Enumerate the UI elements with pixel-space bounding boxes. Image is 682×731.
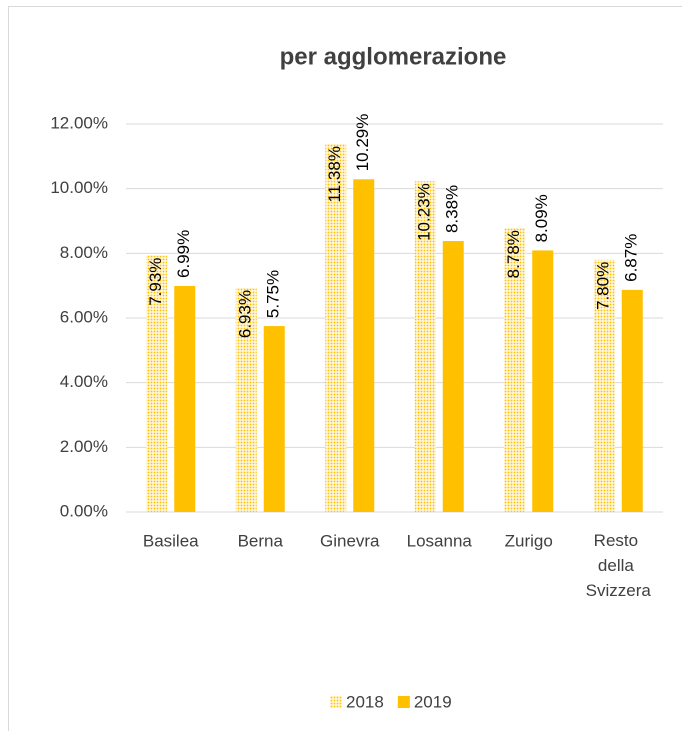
- bar: [325, 144, 347, 512]
- legend-swatch: [397, 696, 410, 708]
- x-tick-label: Losanna: [407, 531, 473, 550]
- data-label: 5.75%: [264, 270, 283, 318]
- x-tick-label: Basilea: [143, 531, 199, 550]
- data-label: 6.87%: [622, 234, 641, 282]
- y-tick-label: 2.00%: [60, 437, 108, 456]
- x-tick-label: Berna: [238, 531, 284, 550]
- data-label: 6.99%: [174, 230, 193, 278]
- legend-swatch: [330, 696, 342, 708]
- data-label: 11.38%: [325, 146, 344, 202]
- legend-label: 2018: [346, 692, 384, 711]
- y-tick-label: 0.00%: [60, 501, 108, 520]
- bar: [263, 326, 285, 512]
- y-tick-label: 6.00%: [60, 307, 108, 326]
- bar: [353, 179, 375, 513]
- x-tick-label: Resto della Svizzera: [586, 531, 652, 600]
- bar: [593, 259, 615, 512]
- y-tick-label: 10.00%: [50, 178, 108, 197]
- bar: [621, 289, 643, 512]
- bar: [235, 287, 257, 512]
- bar: [174, 285, 196, 512]
- bar: [146, 255, 168, 512]
- bar: [504, 228, 526, 512]
- data-label: 10.29%: [353, 114, 372, 172]
- y-tick-label: 12.00%: [50, 113, 108, 132]
- chart-title: per agglomerazione: [280, 43, 507, 70]
- y-tick-label: 8.00%: [60, 243, 108, 262]
- data-label: 7.93%: [146, 258, 165, 306]
- legend-label: 2019: [414, 692, 452, 711]
- data-label: 6.93%: [236, 290, 255, 338]
- data-label: 8.38%: [443, 185, 462, 233]
- data-label: 8.09%: [532, 194, 551, 242]
- x-tick-label: Zurigo: [505, 531, 553, 550]
- y-tick-label: 4.00%: [60, 372, 108, 391]
- chart-border: [8, 6, 682, 731]
- data-label: 8.78%: [504, 230, 523, 278]
- x-tick-label: Ginevra: [320, 531, 380, 550]
- data-label: 7.80%: [594, 262, 613, 310]
- data-label: 10.23%: [415, 183, 434, 241]
- bar: [442, 241, 464, 512]
- bar: [532, 250, 554, 512]
- bar: [414, 181, 436, 513]
